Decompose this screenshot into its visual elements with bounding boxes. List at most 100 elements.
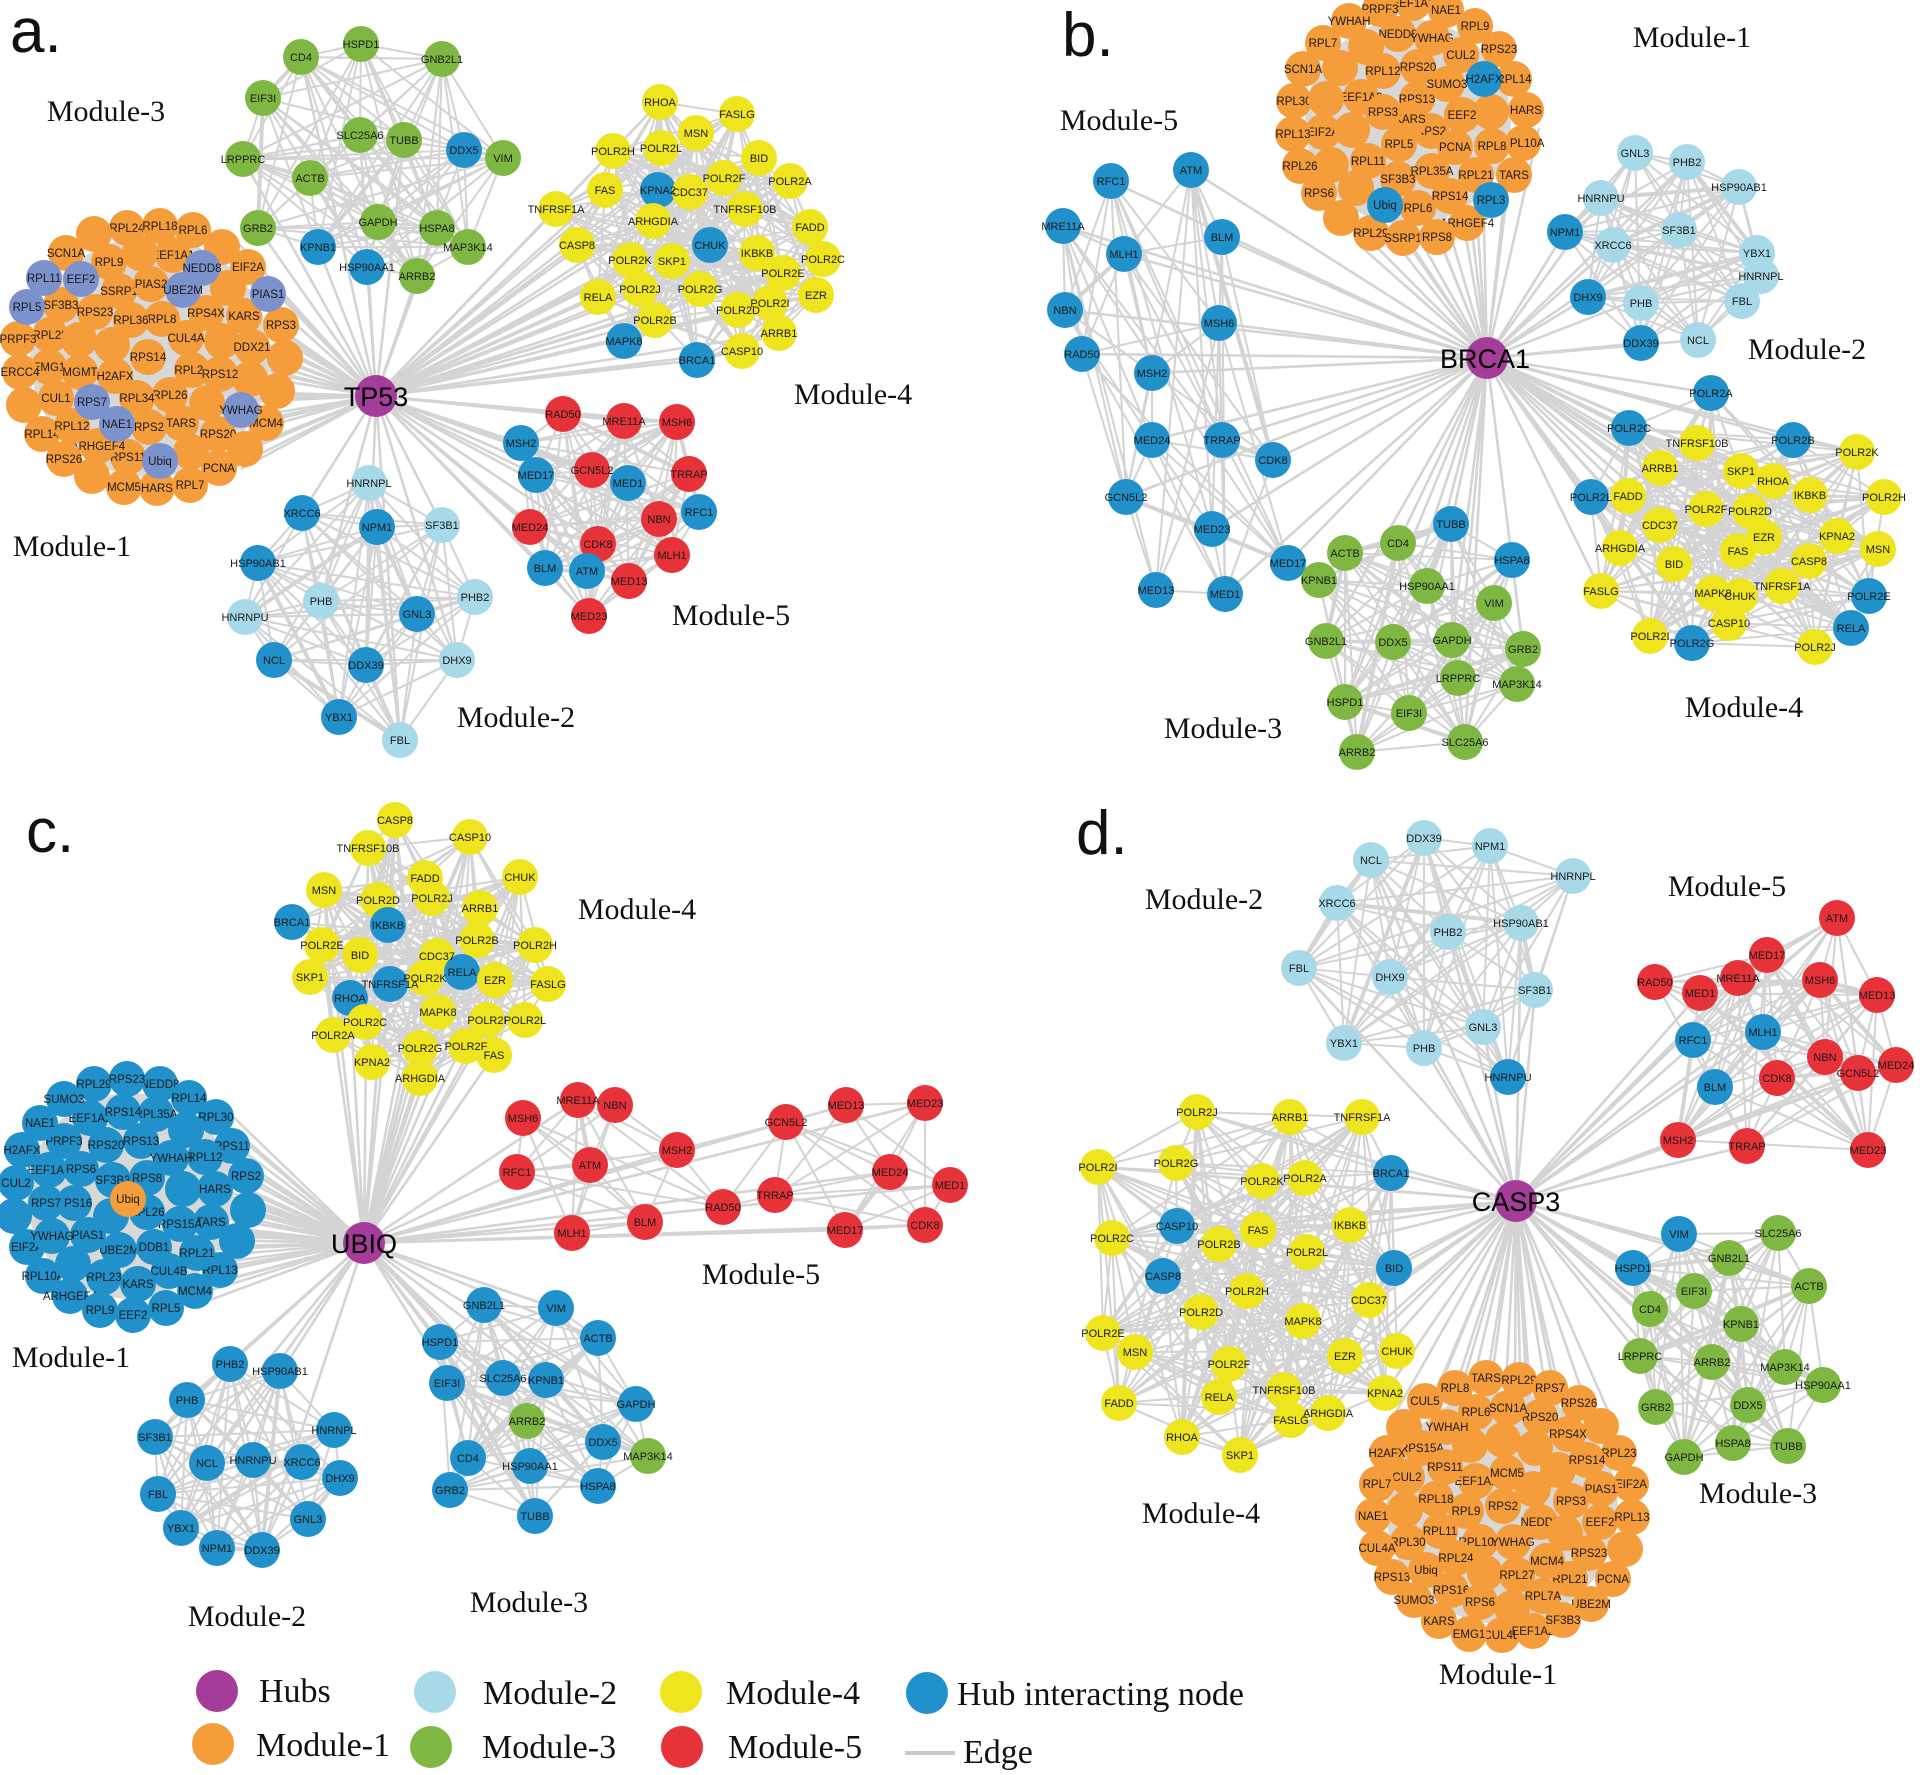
svg-text:HSP90AB1: HSP90AB1	[1711, 182, 1767, 194]
svg-text:RPL7A: RPL7A	[1525, 1591, 1562, 1603]
svg-text:RPL26: RPL26	[1282, 161, 1317, 173]
svg-text:RPL14: RPL14	[24, 429, 60, 441]
svg-text:CD4: CD4	[457, 1453, 479, 1465]
svg-text:EZR: EZR	[1334, 1351, 1356, 1363]
svg-text:GRB2: GRB2	[1508, 644, 1538, 656]
svg-text:VIM: VIM	[493, 153, 513, 165]
svg-text:RPS14: RPS14	[105, 1107, 142, 1119]
svg-text:XRCC6: XRCC6	[283, 1457, 320, 1469]
svg-text:POLR2I: POLR2I	[467, 1015, 506, 1027]
svg-text:POLR2A: POLR2A	[1689, 388, 1733, 400]
svg-text:SF3B1: SF3B1	[425, 520, 459, 532]
svg-text:GCN5L2: GCN5L2	[1837, 1068, 1880, 1080]
svg-text:RPL21: RPL21	[1552, 1574, 1587, 1586]
svg-text:RPL21: RPL21	[174, 365, 209, 377]
svg-text:GCN5L2: GCN5L2	[571, 465, 614, 477]
svg-text:RPL12: RPL12	[54, 421, 89, 433]
svg-text:FASLG: FASLG	[1273, 1415, 1308, 1427]
svg-text:RPL34: RPL34	[119, 393, 155, 405]
svg-text:Module-2: Module-2	[457, 701, 575, 734]
svg-text:ACTB: ACTB	[1794, 1281, 1823, 1293]
svg-text:KARS: KARS	[1423, 1616, 1455, 1628]
svg-text:RELA: RELA	[1837, 623, 1866, 635]
svg-text:HSP90AA1: HSP90AA1	[1795, 1380, 1851, 1392]
svg-text:TNFRSF10B: TNFRSF10B	[1253, 1385, 1316, 1397]
svg-text:POLR2D: POLR2D	[1179, 1307, 1223, 1319]
svg-text:HSPA8: HSPA8	[1715, 1438, 1750, 1450]
svg-text:SUMO3: SUMO3	[1427, 79, 1468, 91]
svg-text:Module-1: Module-1	[13, 530, 131, 563]
svg-text:MED1: MED1	[1685, 988, 1716, 1000]
svg-text:SUMO3: SUMO3	[1394, 1595, 1435, 1607]
svg-text:MRE11A: MRE11A	[1716, 973, 1760, 985]
svg-text:SKP1: SKP1	[296, 972, 324, 984]
svg-text:CASP8: CASP8	[1791, 556, 1827, 568]
svg-text:ARRB1: ARRB1	[1642, 463, 1679, 475]
svg-text:IKBKB: IKBKB	[1334, 1220, 1366, 1232]
svg-text:FASLG: FASLG	[530, 979, 565, 991]
svg-text:RELA: RELA	[448, 967, 477, 979]
svg-text:DDX39: DDX39	[1406, 833, 1441, 845]
svg-text:UBE2M: UBE2M	[163, 285, 203, 297]
svg-text:RHOA: RHOA	[1166, 1432, 1198, 1444]
svg-text:CDC37: CDC37	[1642, 520, 1678, 532]
svg-text:EIF2A: EIF2A	[1615, 1479, 1647, 1491]
svg-text:DDX39: DDX39	[1623, 338, 1658, 350]
svg-text:PHB2: PHB2	[461, 592, 490, 604]
svg-text:POLR2G: POLR2G	[1154, 1158, 1199, 1170]
svg-text:RPS11: RPS11	[110, 452, 146, 464]
svg-text:MSN: MSN	[1123, 1347, 1148, 1359]
svg-text:DDX39: DDX39	[244, 1545, 279, 1557]
svg-text:Module-4: Module-4	[1142, 1497, 1260, 1530]
svg-text:HSP90AA1: HSP90AA1	[339, 262, 395, 274]
svg-text:SF3B1: SF3B1	[1518, 985, 1552, 997]
svg-text:MED24: MED24	[872, 1167, 909, 1179]
svg-text:CUL4B: CUL4B	[150, 1266, 187, 1278]
svg-text:DHX9: DHX9	[325, 1473, 354, 1485]
svg-text:TNFRSF10B: TNFRSF10B	[714, 204, 777, 216]
svg-text:RPS14: RPS14	[1569, 1455, 1606, 1467]
svg-text:IKBKB: IKBKB	[741, 248, 773, 260]
svg-text:POLR2F: POLR2F	[703, 173, 746, 185]
svg-text:PIAS1: PIAS1	[252, 289, 285, 301]
svg-text:PHB: PHB	[310, 596, 333, 608]
svg-text:DDX5: DDX5	[1733, 1400, 1762, 1412]
svg-text:RPL9: RPL9	[1461, 21, 1490, 33]
svg-text:RPL7: RPL7	[1309, 38, 1338, 50]
svg-text:HSPA8: HSPA8	[1494, 555, 1529, 567]
svg-text:SUMO3: SUMO3	[44, 1094, 85, 1106]
svg-text:UBE2M: UBE2M	[99, 1245, 139, 1257]
svg-text:CHUK: CHUK	[1381, 1346, 1413, 1358]
svg-text:YBX1: YBX1	[1743, 248, 1771, 260]
svg-text:RAD50: RAD50	[705, 1202, 740, 1214]
svg-text:TNFRSF10B: TNFRSF10B	[337, 843, 400, 855]
svg-text:POLR2F: POLR2F	[445, 1041, 488, 1053]
svg-text:EIF3I: EIF3I	[434, 1378, 460, 1390]
svg-text:Hubs: Hubs	[259, 1673, 331, 1710]
svg-text:DDX5: DDX5	[1378, 637, 1407, 649]
svg-text:RPL7: RPL7	[176, 480, 205, 492]
svg-text:MLH1: MLH1	[1109, 249, 1138, 261]
svg-text:MRE11A: MRE11A	[556, 1095, 600, 1107]
svg-text:EZR: EZR	[805, 290, 827, 302]
svg-text:RPL8: RPL8	[148, 314, 177, 326]
svg-text:TRRAP: TRRAP	[1728, 1141, 1765, 1153]
svg-text:GNB2L1: GNB2L1	[1305, 636, 1347, 648]
svg-text:RPL24: RPL24	[109, 223, 145, 235]
svg-text:FAS: FAS	[1728, 546, 1749, 558]
svg-text:MCM4: MCM4	[1530, 1556, 1564, 1568]
svg-text:RPS8: RPS8	[1422, 232, 1452, 244]
svg-text:MSH2: MSH2	[506, 438, 537, 450]
svg-text:EIF2A: EIF2A	[232, 262, 264, 274]
svg-text:GAPDH: GAPDH	[1664, 1452, 1703, 1464]
svg-text:POLR2A: POLR2A	[1283, 1173, 1327, 1185]
svg-text:MED1: MED1	[935, 1180, 966, 1192]
svg-text:Module-1: Module-1	[1439, 1658, 1557, 1691]
svg-text:MED1: MED1	[613, 478, 644, 490]
svg-text:SF3B3: SF3B3	[1545, 1615, 1580, 1627]
svg-text:POLR2A: POLR2A	[311, 1030, 355, 1042]
svg-text:RPL11: RPL11	[27, 273, 61, 285]
svg-text:RPL10A: RPL10A	[1502, 138, 1545, 150]
svg-text:RPL10A: RPL10A	[22, 1271, 65, 1283]
svg-text:Module-3: Module-3	[470, 1586, 588, 1619]
